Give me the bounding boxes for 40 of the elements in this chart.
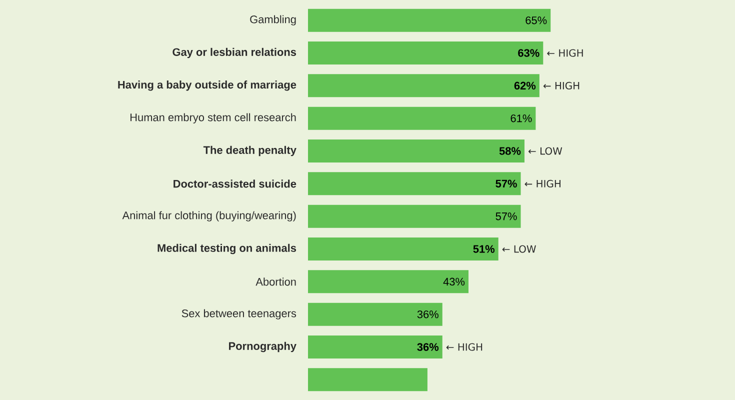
y-tick-label: Doctor-assisted suicide: [174, 180, 296, 188]
y-tick-label: Animal fur clothing (buying/wearing): [122, 211, 296, 222]
bar: [308, 302, 442, 326]
data-label: 57%: [496, 212, 517, 220]
data-label: 63%: [518, 49, 540, 57]
data-label: 36%: [417, 310, 438, 318]
bar: [308, 270, 468, 294]
y-tick-label: The death penalty: [203, 146, 296, 156]
annotation: ← HIGH: [446, 343, 482, 351]
bar: [308, 42, 544, 64]
annotation: ← HIGH: [524, 180, 560, 188]
bar: [308, 74, 540, 98]
y-tick-label: Medical testing on animals: [158, 244, 296, 254]
y-tick-label: Abortion: [256, 278, 296, 286]
data-label: 61%: [510, 114, 532, 122]
data-label: 51%: [473, 245, 495, 253]
annotation: ← HIGH: [547, 49, 583, 57]
annotation: ← LOW: [528, 147, 562, 155]
y-tick-label: Gambling: [250, 15, 296, 26]
annotation: ← LOW: [502, 245, 536, 253]
y-tick-label: Having a baby outside of marriage: [118, 80, 296, 91]
data-label: 65%: [526, 16, 547, 24]
bar: [308, 368, 428, 392]
y-tick-label: Pornography: [229, 342, 296, 352]
bar: [308, 238, 498, 261]
bar: [308, 8, 551, 32]
data-label: 57%: [496, 180, 517, 188]
y-tick-label: Human embryo stem cell research: [130, 113, 296, 124]
data-label: 43%: [443, 278, 465, 286]
bar: [308, 140, 524, 163]
y-tick-label: Sex between teenagers: [182, 309, 296, 320]
data-label: 36%: [417, 343, 439, 351]
annotation: ← HIGH: [543, 82, 580, 90]
bar: [308, 204, 521, 228]
data-label: 58%: [499, 147, 521, 155]
bar: [308, 336, 442, 359]
data-label: 62%: [514, 82, 536, 90]
y-tick-label: Gay or lesbian relations: [172, 48, 296, 58]
bar: [308, 172, 521, 196]
bar: [308, 106, 536, 130]
